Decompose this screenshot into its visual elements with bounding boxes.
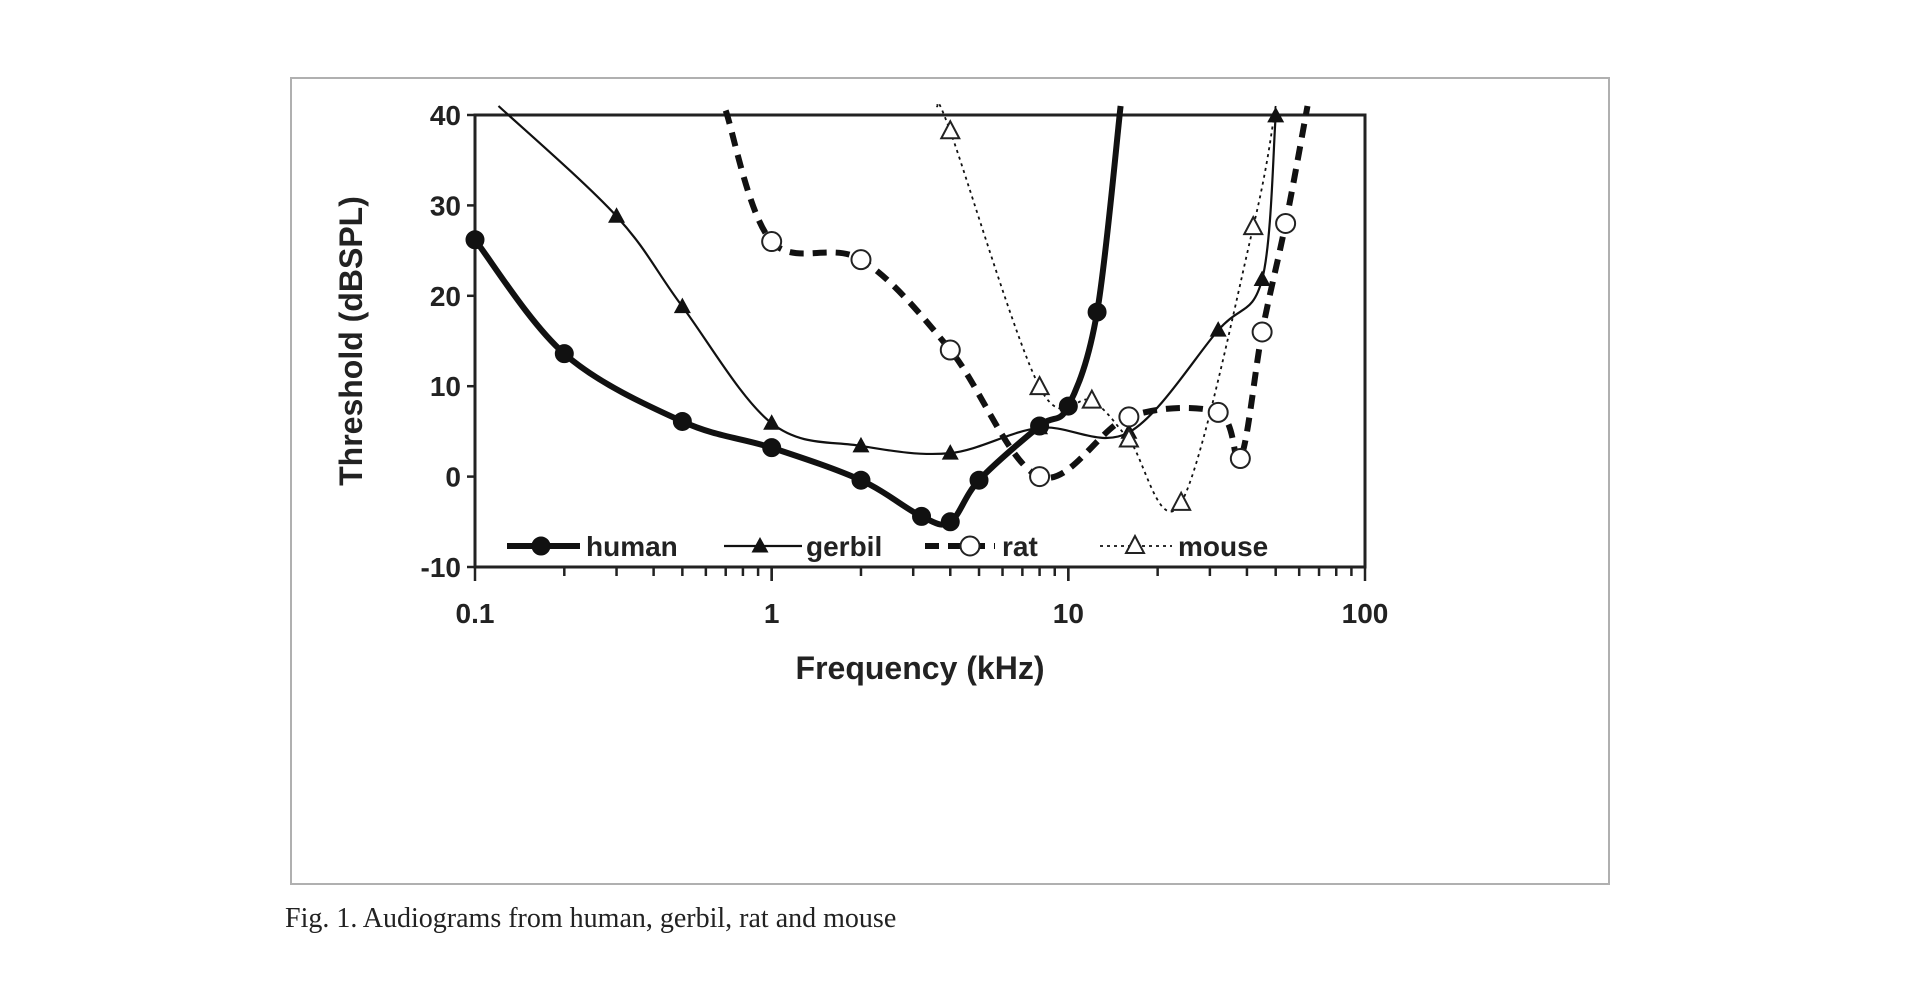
data-point-human	[465, 230, 485, 250]
data-point-gerbil	[1031, 418, 1049, 435]
legend-item-mouse: mouse	[1100, 531, 1268, 562]
data-point-gerbil	[1253, 270, 1271, 287]
legend-swatch-marker	[751, 537, 769, 553]
data-point-human	[672, 411, 692, 431]
legend-swatch-marker	[531, 536, 551, 556]
y-axis-title: Threshold (dBSPL)	[333, 196, 369, 486]
data-point-rat	[1029, 466, 1051, 488]
series-line-human	[472, 105, 1124, 528]
data-point-human	[969, 470, 989, 490]
data-point-human	[912, 506, 932, 526]
legend-item-gerbil: gerbil	[724, 531, 882, 562]
x-tick-label: 10	[1053, 598, 1084, 629]
y-tick-label: -10	[421, 552, 461, 583]
legend-label: human	[586, 531, 678, 562]
y-tick-label: 40	[430, 100, 461, 131]
data-point-mouse	[1118, 427, 1140, 448]
data-point-gerbil	[673, 297, 691, 314]
data-point-human	[851, 470, 871, 490]
data-point-rat	[1207, 401, 1229, 423]
y-tick-label: 30	[430, 190, 461, 221]
legend-label: rat	[1002, 531, 1038, 562]
series-line-rat	[722, 105, 1311, 481]
data-point-mouse	[1081, 388, 1103, 409]
legend-label: mouse	[1178, 531, 1268, 562]
legend-swatch-marker	[1124, 533, 1146, 554]
data-point-gerbil	[763, 414, 781, 430]
data-point-gerbil	[941, 444, 959, 460]
data-point-rat	[1118, 406, 1140, 428]
legend-label: gerbil	[806, 531, 882, 562]
legend-swatch-marker	[959, 535, 981, 557]
data-point-mouse	[1242, 214, 1264, 236]
data-point-rat	[1251, 321, 1273, 343]
audiogram-chart: -10 0 10 20 30 40 0.1 1 10 100 human gerbil rat mous…	[333, 100, 1389, 686]
y-tick-label: 20	[430, 281, 461, 312]
x-axis-title: Frequency (kHz)	[796, 650, 1045, 686]
series-line-mouse	[935, 101, 1277, 513]
figure-caption: Fig. 1. Audiograms from human, gerbil, r…	[285, 903, 897, 934]
x-tick-label: 1	[764, 598, 780, 629]
data-point-mouse	[939, 119, 961, 140]
figure-frame: -10 0 10 20 30 40 0.1 1 10 100 human gerbil rat mous…	[290, 77, 1610, 885]
x-tick-label: 0.1	[456, 598, 495, 629]
plot-area-frame	[473, 113, 1367, 569]
data-point-gerbil	[608, 207, 626, 223]
data-point-mouse	[1028, 374, 1051, 396]
data-point-human	[554, 344, 574, 364]
data-point-gerbil	[852, 436, 870, 453]
data-point-rat	[939, 339, 961, 361]
data-point-human	[1058, 396, 1078, 416]
data-point-rat	[1275, 212, 1297, 234]
y-tick-label: 0	[445, 462, 461, 493]
data-point-gerbil	[1267, 106, 1285, 123]
data-point-mouse	[1170, 490, 1192, 511]
data-point-rat	[850, 249, 872, 271]
data-point-human	[1087, 302, 1107, 322]
data-point-gerbil	[1209, 321, 1227, 337]
x-tick-label: 100	[1342, 598, 1389, 629]
y-tick-label: 10	[430, 371, 461, 402]
data-point-rat	[761, 231, 783, 253]
legend-item-rat: rat	[925, 531, 1038, 562]
data-point-human	[762, 438, 782, 458]
legend-item-human: human	[507, 531, 678, 562]
data-point-rat	[1229, 448, 1251, 470]
data-point-human	[940, 512, 960, 532]
